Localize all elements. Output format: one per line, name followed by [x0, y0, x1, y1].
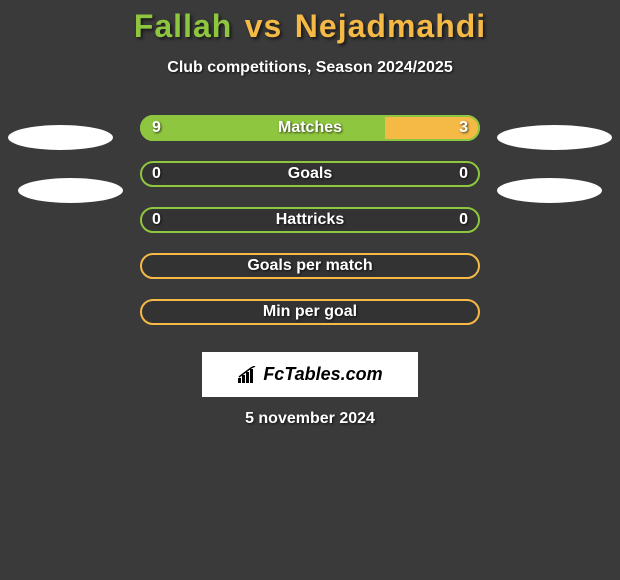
stat-row: 00Hattricks: [0, 207, 620, 233]
vs-label: vs: [245, 8, 283, 44]
logo-box: FcTables.com: [202, 352, 418, 397]
page-title: Fallah vs Nejadmahdi: [0, 0, 620, 45]
stat-row: Goals per match: [0, 253, 620, 279]
stat-row: Min per goal: [0, 299, 620, 325]
chart-icon: [237, 366, 259, 384]
stat-label: Hattricks: [140, 207, 480, 233]
stat-bar: Goals per match: [140, 253, 480, 279]
logo-text: FcTables.com: [263, 364, 382, 385]
stat-label: Goals: [140, 161, 480, 187]
comparison-card: Fallah vs Nejadmahdi Club competitions, …: [0, 0, 620, 580]
stat-row: 00Goals: [0, 161, 620, 187]
stat-label: Goals per match: [140, 253, 480, 279]
date-label: 5 november 2024: [0, 410, 620, 428]
stat-row: 93Matches: [0, 115, 620, 141]
stat-label: Matches: [140, 115, 480, 141]
stat-bar: 00Goals: [140, 161, 480, 187]
stat-bar: Min per goal: [140, 299, 480, 325]
player1-name: Fallah: [134, 8, 232, 44]
subtitle: Club competitions, Season 2024/2025: [0, 59, 620, 77]
player2-name: Nejadmahdi: [295, 8, 486, 44]
stat-label: Min per goal: [140, 299, 480, 325]
stat-bar: 93Matches: [140, 115, 480, 141]
stat-bar: 00Hattricks: [140, 207, 480, 233]
